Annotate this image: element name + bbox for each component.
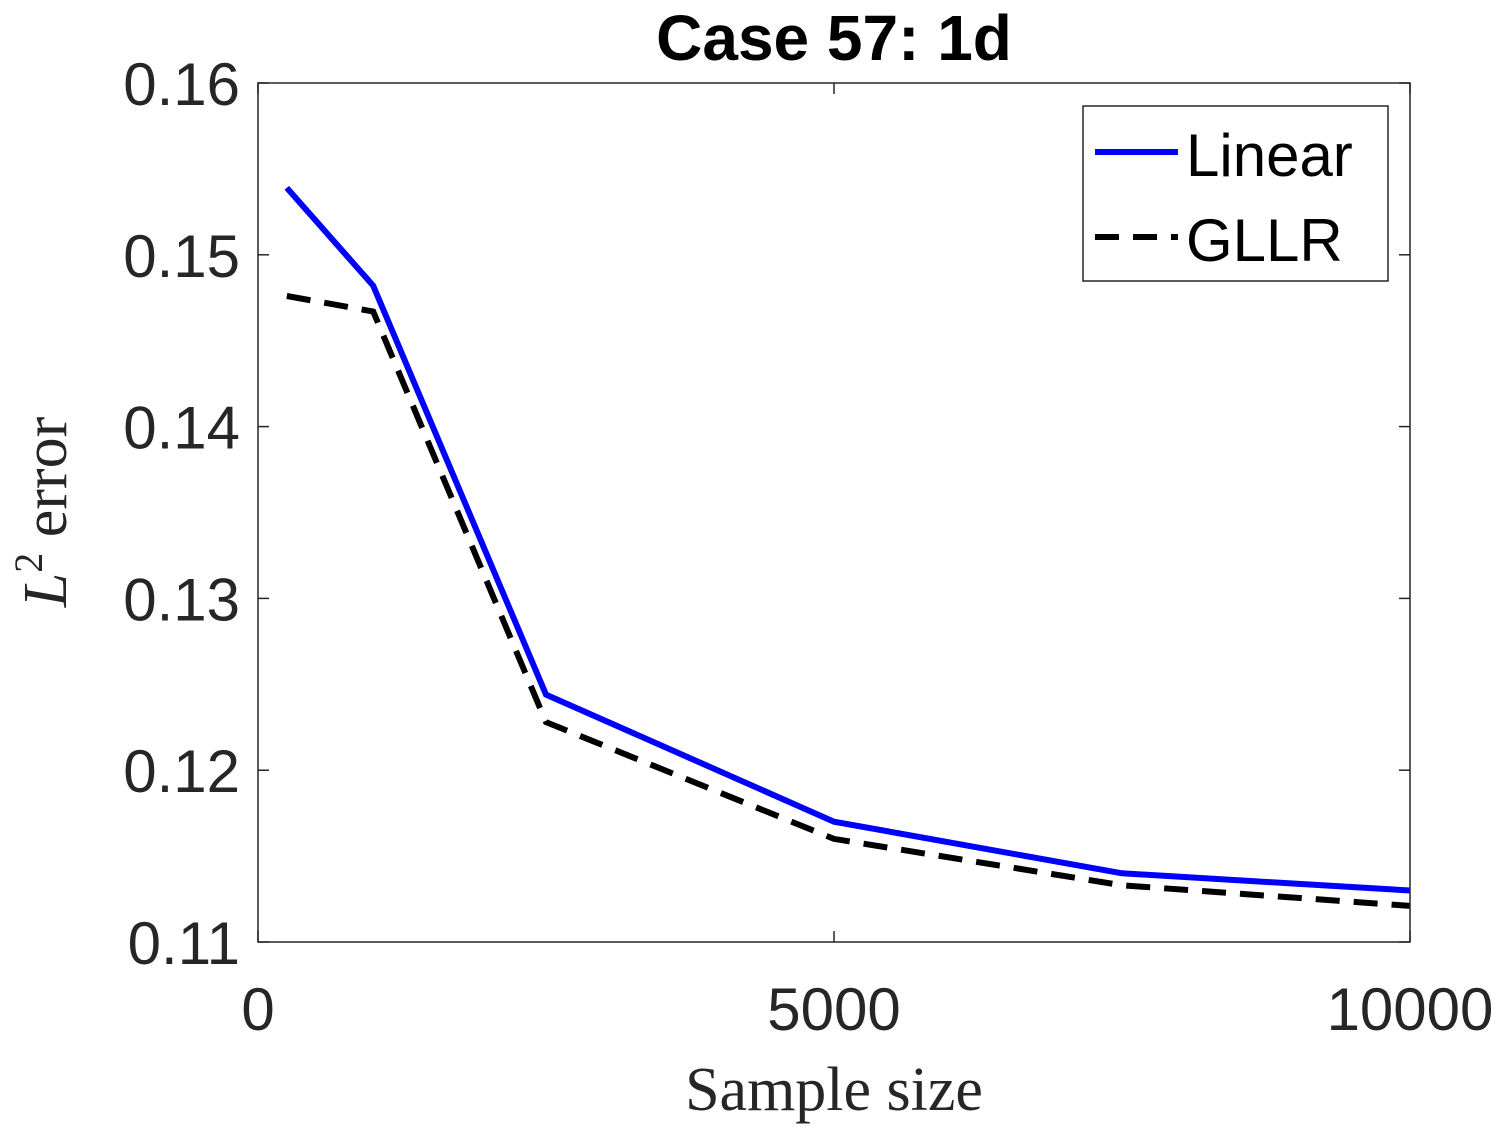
x-tick-label: 5000 [767, 976, 900, 1043]
axis-ticks [257, 82, 1411, 943]
x-tick-label: 0 [241, 976, 274, 1043]
legend-label-gllr: GLLR [1186, 207, 1343, 274]
x-tick-label: 10000 [1327, 976, 1494, 1043]
x-axis-label: Sample size [685, 1056, 983, 1124]
y-tick-label: 0.14 [123, 395, 240, 462]
series-line-linear [284, 185, 1411, 894]
legend-box [1082, 105, 1389, 282]
y-tick-label: 0.13 [123, 566, 240, 633]
y-axis-label: L2 error [6, 416, 80, 608]
y-axis-label-superscript: 2 [6, 553, 51, 573]
y-tick-label: 0.12 [123, 738, 240, 805]
series-line-gllr [286, 293, 1411, 909]
legend: Linear GLLR [1082, 105, 1389, 282]
y-axis-label-base: L [12, 573, 80, 608]
y-tick-label: 0.15 [123, 223, 240, 290]
axis-tick-labels: 0 5000 10000 0.11 0.12 0.13 0.14 0.15 0.16 [123, 51, 1493, 1043]
y-tick-label: 0.16 [123, 51, 240, 118]
y-tick-label: 0.11 [128, 910, 240, 977]
plot-lines [284, 185, 1411, 909]
y-axis-label-rest: error [12, 416, 80, 552]
legend-label-linear: Linear [1186, 122, 1353, 189]
chart-title: Case 57: 1d [656, 2, 1012, 74]
